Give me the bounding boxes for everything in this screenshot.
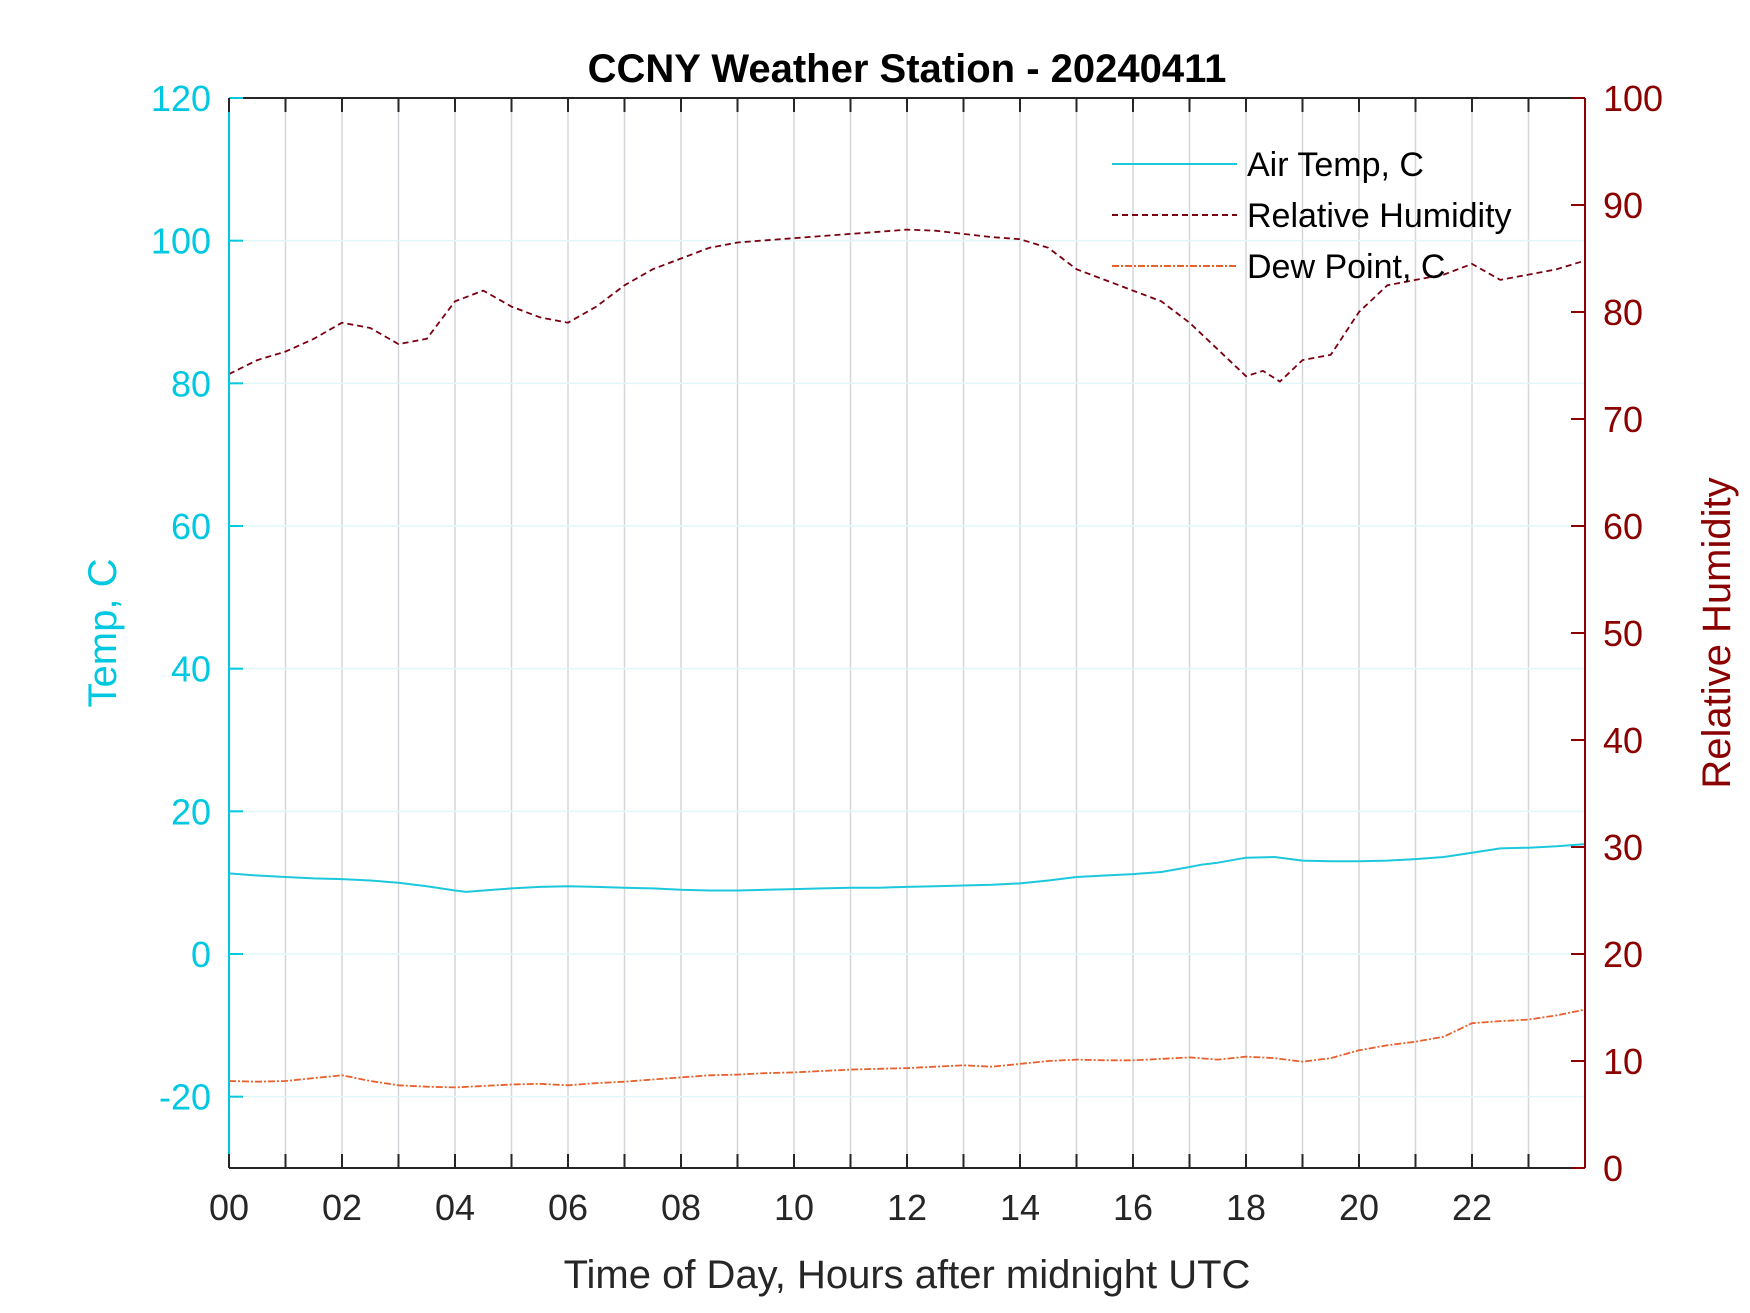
- left-tick-label: 60: [171, 506, 211, 547]
- left-tick-label: 100: [151, 221, 211, 262]
- right-tick-label: 60: [1603, 506, 1643, 547]
- left-axis-ticks: -20 0 20 40 60 80 100 120: [151, 78, 243, 1118]
- legend: Air Temp, C Relative Humidity Dew Point, C: [1112, 146, 1512, 286]
- right-tick-label: 0: [1603, 1148, 1623, 1189]
- right-tick-label: 90: [1603, 185, 1643, 226]
- x-tick-label: 02: [322, 1187, 362, 1228]
- x-tick-label: 12: [887, 1187, 927, 1228]
- series-line-air-temp-c: [228, 843, 1586, 893]
- left-tick-label: 20: [171, 791, 211, 832]
- x-tick-label: 22: [1452, 1187, 1492, 1228]
- vertical-gridlines: [284, 98, 1530, 1168]
- x-tick-label: 06: [548, 1187, 588, 1228]
- right-tick-label: 30: [1603, 827, 1643, 868]
- x-tick-label: 16: [1113, 1187, 1153, 1228]
- legend-entry-label: Relative Humidity: [1247, 197, 1512, 235]
- right-tick-label: 100: [1603, 78, 1663, 119]
- right-tick-label: 10: [1603, 1041, 1643, 1082]
- right-tick-label: 70: [1603, 399, 1643, 440]
- series-layer: [228, 228, 1586, 1089]
- x-tick-label: 00: [209, 1187, 249, 1228]
- right-tick-label: 20: [1603, 934, 1643, 975]
- right-tick-label: 80: [1603, 292, 1643, 333]
- left-axis-label: Temp, C: [81, 559, 125, 708]
- left-tick-label: 0: [191, 934, 211, 975]
- right-axis-label: Relative Humidity: [1695, 477, 1739, 788]
- x-tick-label: 18: [1226, 1187, 1266, 1228]
- chart-title: CCNY Weather Station - 20240411: [588, 47, 1227, 91]
- left-tick-label: 80: [171, 363, 211, 404]
- series-line-dew-point-c: [228, 1008, 1586, 1089]
- left-tick-label: -20: [159, 1077, 211, 1118]
- right-tick-label: 50: [1603, 613, 1643, 654]
- x-tick-label: 14: [1000, 1187, 1040, 1228]
- right-tick-label: 40: [1603, 720, 1643, 761]
- x-axis-ticks: 00 02 04 06 08 10 12 14 16 18 20 22: [209, 98, 1530, 1228]
- left-tick-label: 40: [171, 649, 211, 690]
- legend-entry-label: Dew Point, C: [1247, 248, 1445, 286]
- x-tick-label: 04: [435, 1187, 475, 1228]
- legend-entry-label: Air Temp, C: [1247, 146, 1424, 184]
- series-line-relative-humidity: [228, 228, 1586, 383]
- x-axis-label: Time of Day, Hours after midnight UTC: [564, 1253, 1251, 1297]
- x-tick-label: 10: [774, 1187, 814, 1228]
- x-tick-label: 20: [1339, 1187, 1379, 1228]
- right-axis-ticks: 0 10 20 30 40 50 60 70 80 90 100: [1571, 78, 1663, 1189]
- x-tick-label: 08: [661, 1187, 701, 1228]
- left-tick-label: 120: [151, 78, 211, 119]
